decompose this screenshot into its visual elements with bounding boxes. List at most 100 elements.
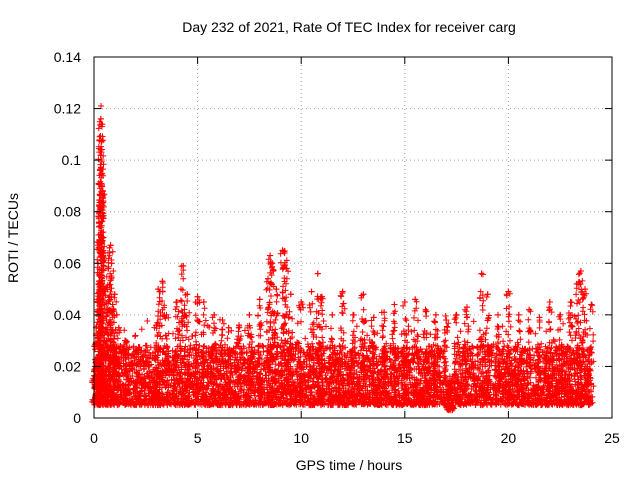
data-point-13	[100, 234, 107, 241]
data-point-52	[308, 288, 315, 295]
data-point-56	[339, 288, 346, 295]
data-point-23	[115, 324, 122, 331]
data-point-81	[582, 286, 589, 293]
data-point-79	[573, 280, 580, 287]
data-point-51	[298, 298, 305, 305]
data-point-48	[281, 249, 288, 256]
data-point-14	[101, 286, 108, 293]
data-point-25	[132, 332, 139, 339]
x-axis-label: GPS time / hours	[296, 457, 403, 473]
data-point-28	[155, 286, 162, 293]
x-tick-label: 10	[293, 430, 309, 446]
x-tick-label: 15	[397, 430, 413, 446]
data-point-57	[350, 311, 356, 318]
data-point-15	[103, 317, 110, 324]
data-point-45	[269, 260, 276, 267]
data-point-11	[98, 182, 105, 189]
y-tick-label: 0	[73, 410, 81, 426]
data-point-73	[515, 311, 522, 318]
data-point-19	[108, 260, 115, 267]
y-tick-label: 0.02	[54, 358, 81, 374]
data-point-20	[109, 301, 116, 308]
data-point-43	[265, 275, 272, 282]
data-point-7	[97, 146, 104, 153]
data-point-64	[422, 306, 429, 313]
data-point-70	[484, 291, 491, 298]
data-point-54	[318, 293, 325, 300]
data-point-68	[463, 304, 470, 311]
data-point-40	[236, 322, 243, 329]
data-point-6	[97, 167, 104, 174]
data-point-33	[180, 262, 187, 269]
y-tick-label: 0.12	[54, 101, 81, 117]
y-axis-label: ROTI / TECUs	[5, 193, 21, 283]
x-tick-label: 25	[604, 430, 620, 446]
roti-points	[89, 103, 597, 414]
data-point-29	[159, 278, 166, 285]
y-tick-label: 0.08	[54, 204, 81, 220]
plot-frame	[93, 56, 613, 419]
data-point-38	[219, 317, 226, 324]
data-point-41	[246, 311, 253, 318]
y-tick-label: 0.1	[62, 152, 82, 168]
data-point-21	[111, 291, 118, 298]
data-point-3	[95, 298, 102, 305]
data-point-4	[96, 237, 103, 244]
data-point-59	[370, 314, 377, 321]
data-point-78	[567, 298, 574, 305]
data-point-46	[273, 286, 280, 293]
data-point-62	[401, 298, 408, 305]
data-point-37	[211, 311, 218, 318]
data-point-39	[225, 324, 232, 331]
data-point-22	[113, 311, 120, 318]
data-point-8	[97, 115, 104, 122]
data-point-26	[142, 342, 149, 349]
y-axis-ticks: 0 0.02 0.04 0.06 0.08 0.1 0.12 0.14	[54, 49, 612, 426]
x-tick-label: 20	[501, 430, 517, 446]
data-point-49	[283, 265, 290, 272]
data-point-32	[178, 286, 185, 293]
data-point-66	[443, 317, 450, 324]
data-point-60	[381, 309, 388, 316]
data-point-17	[106, 244, 113, 251]
data-points	[89, 102, 597, 414]
data-point-35	[194, 293, 201, 300]
data-point-5	[96, 206, 103, 213]
data-point-36	[200, 298, 207, 305]
y-tick-label: 0.14	[54, 49, 81, 65]
data-point-34	[184, 291, 191, 298]
y-tick-label: 0.06	[54, 255, 81, 271]
data-point-58	[360, 291, 367, 298]
data-point-31	[173, 298, 180, 305]
data-point-24	[122, 337, 129, 344]
data-point-82	[588, 301, 595, 308]
data-point-42	[256, 296, 263, 303]
data-point-67	[453, 311, 460, 318]
data-point-63	[412, 296, 419, 303]
x-axis-ticks: 0 5 10 15 20 25	[90, 57, 620, 446]
data-point-53	[314, 270, 321, 277]
data-point-50	[287, 291, 294, 298]
data-point-30	[163, 311, 170, 318]
data-point-2	[94, 340, 101, 347]
data-point-72	[505, 288, 512, 295]
data-point-18	[107, 242, 114, 249]
data-point-9	[98, 102, 105, 109]
data-point-10	[98, 121, 105, 128]
chart-title: Day 232 of 2021, Rate Of TEC Index for r…	[182, 19, 516, 35]
data-point-77	[557, 311, 564, 318]
data-point-69	[478, 270, 485, 277]
data-point-65	[432, 311, 439, 318]
data-point-44	[267, 252, 274, 259]
data-point-55	[329, 311, 336, 318]
y-tick-label: 0.04	[54, 307, 81, 323]
data-point-27	[153, 322, 160, 329]
data-point-75	[536, 314, 543, 321]
data-point-12	[99, 190, 106, 197]
data-point-80	[577, 268, 584, 275]
data-point-74	[526, 306, 533, 313]
data-point-76	[546, 298, 553, 305]
x-tick-label: 5	[194, 430, 202, 446]
x-tick-label: 0	[90, 430, 98, 446]
